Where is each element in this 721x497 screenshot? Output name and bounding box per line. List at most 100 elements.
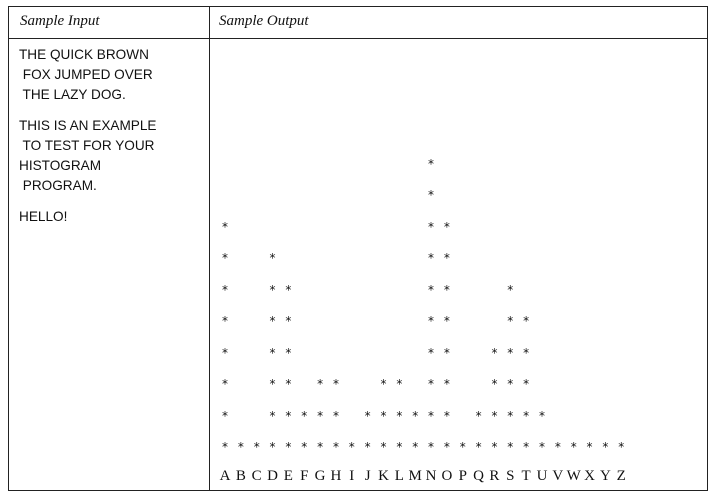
sample-table: Sample Input Sample Output THE QUICK BRO… xyxy=(8,6,708,491)
letter-label: D xyxy=(267,468,278,484)
histogram-star: * xyxy=(443,219,450,234)
histogram-star: * xyxy=(523,377,530,391)
letter-label: W xyxy=(566,468,581,484)
letter-label: E xyxy=(283,468,293,484)
histogram-star: * xyxy=(380,408,387,423)
histogram-star: * xyxy=(491,377,498,391)
input-line: HELLO! xyxy=(19,209,68,224)
histogram-star: * xyxy=(269,408,276,423)
histogram-star: * xyxy=(285,377,292,391)
letter-label: R xyxy=(489,468,500,484)
histogram-star: * xyxy=(507,408,514,423)
histogram-star: * xyxy=(412,408,419,423)
histogram-star: * xyxy=(222,219,228,234)
letter-label: C xyxy=(251,468,262,484)
histogram-star: * xyxy=(332,440,339,454)
letter-label: B xyxy=(235,468,246,484)
histogram-star: * xyxy=(443,345,450,360)
histogram-star: * xyxy=(317,408,324,423)
histogram-star: * xyxy=(428,188,435,202)
histogram-star: * xyxy=(301,408,308,423)
histogram-star: * xyxy=(459,440,466,454)
histogram-star: * xyxy=(443,251,450,265)
letter-label: J xyxy=(364,468,371,484)
input-line: TO TEST FOR YOUR xyxy=(19,138,155,153)
sample-input-text: THE QUICK BROWN FOX JUMPED OVER THE LAZY… xyxy=(19,45,204,227)
letter-label: I xyxy=(349,468,355,484)
input-line: PROGRAM. xyxy=(19,178,97,193)
histogram-star: * xyxy=(475,440,482,454)
histogram-star: * xyxy=(443,408,450,423)
histogram-star: * xyxy=(317,377,324,391)
histogram-star: * xyxy=(253,440,260,454)
histogram-star: * xyxy=(222,251,228,265)
histogram-star: * xyxy=(269,282,276,297)
histogram-star: * xyxy=(285,345,292,360)
histogram-star: * xyxy=(539,440,545,454)
histogram-star: * xyxy=(269,314,276,328)
letter-label: A xyxy=(219,468,231,484)
histogram-star: * xyxy=(285,282,292,297)
histogram-star: * xyxy=(523,408,530,423)
histogram-star: * xyxy=(428,156,435,171)
sample-input-header: Sample Input xyxy=(20,13,100,29)
histogram-star: * xyxy=(380,377,387,391)
histogram-star: * xyxy=(554,440,561,454)
histogram-star: * xyxy=(332,408,339,423)
histogram-star: * xyxy=(380,440,387,454)
histogram-star: * xyxy=(396,440,403,454)
histogram-star: * xyxy=(491,345,498,360)
letter-label: Q xyxy=(473,468,485,484)
letter-label: V xyxy=(552,468,564,484)
histogram-star: * xyxy=(285,408,292,423)
histogram-star: * xyxy=(396,377,403,391)
letter-label: L xyxy=(394,468,404,484)
histogram-star: * xyxy=(317,440,324,454)
histogram-star: * xyxy=(301,440,308,454)
histogram-star: * xyxy=(412,440,419,454)
histogram-star: * xyxy=(237,440,244,454)
histogram-star: * xyxy=(364,408,371,423)
sample-output-header: Sample Output xyxy=(219,13,309,29)
histogram-star: * xyxy=(523,314,530,328)
letter-label: P xyxy=(458,468,467,484)
histogram-star: * xyxy=(222,440,228,454)
histogram-star: * xyxy=(428,251,435,265)
letter-label: O xyxy=(441,468,453,484)
histogram-star: * xyxy=(332,377,339,391)
histogram-star: * xyxy=(507,282,514,297)
histogram-star: * xyxy=(443,314,450,328)
histogram-star: * xyxy=(428,282,435,297)
histogram-star: * xyxy=(443,440,450,454)
letter-label: U xyxy=(536,468,548,484)
column-divider xyxy=(209,7,210,490)
histogram-star: * xyxy=(491,408,498,423)
histogram-star: * xyxy=(269,251,276,265)
histogram-star: * xyxy=(222,377,228,391)
histogram-star: * xyxy=(570,440,577,454)
histogram-star: * xyxy=(507,345,514,360)
histogram-star: * xyxy=(475,408,482,423)
histogram-star: * xyxy=(222,345,228,360)
histogram-star: * xyxy=(428,314,435,328)
histogram-star: * xyxy=(507,377,514,391)
input-line: THE LAZY DOG. xyxy=(19,87,126,102)
histogram-star: * xyxy=(539,408,545,423)
letter-label: N xyxy=(425,468,437,484)
header-divider xyxy=(9,38,707,39)
histogram-star: * xyxy=(269,345,276,360)
histogram-star: * xyxy=(507,314,514,328)
letter-label: T xyxy=(521,468,531,484)
histogram-star: * xyxy=(523,345,530,360)
histogram-star: * xyxy=(364,440,371,454)
input-line: HISTOGRAM xyxy=(19,158,102,173)
input-line: THIS IS AN EXAMPLE xyxy=(19,118,157,133)
histogram-star: * xyxy=(443,282,450,297)
histogram-star: * xyxy=(396,408,403,423)
histogram-star: * xyxy=(491,440,498,454)
histogram-star: * xyxy=(285,314,292,328)
histogram-star: * xyxy=(507,440,514,454)
paragraph-gap xyxy=(19,196,204,207)
histogram-star: * xyxy=(602,440,609,454)
paragraph-gap xyxy=(19,105,204,116)
